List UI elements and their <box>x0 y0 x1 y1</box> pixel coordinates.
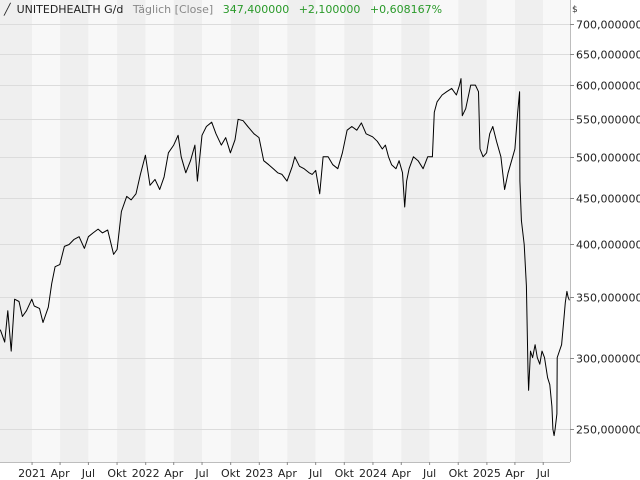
x-tick-label: 2025 <box>473 467 501 480</box>
y-tick-label: 350,000000 <box>576 292 640 305</box>
x-tick-label: Okt <box>221 467 241 480</box>
chart-header: ╱ UNITEDHEALTH G/d Täglich [Close] 347,40… <box>4 3 448 16</box>
quarter-band <box>287 0 316 462</box>
y-tick-label: 550,000000 <box>576 114 640 127</box>
x-tick-label: 2021 <box>18 467 46 480</box>
quarter-band <box>173 0 203 462</box>
x-tick-label: Apr <box>51 467 71 480</box>
x-tick-label: Okt <box>107 467 127 480</box>
line-chart-icon: ╱ <box>4 3 11 16</box>
quarter-band <box>429 0 459 462</box>
mode-label: Täglich [Close] <box>132 3 214 16</box>
x-tick-label: Apr <box>505 467 525 480</box>
y-tick-label: 450,000000 <box>576 193 640 206</box>
y-axis-ticks: 250,000000 300,000000 350,000000 400,000000… <box>570 19 640 437</box>
x-tick-label: Jul <box>308 467 322 480</box>
x-tick-label: Jul <box>536 467 550 480</box>
quarter-band <box>344 0 373 462</box>
last-price: 347,400000 <box>222 3 290 16</box>
symbol-label: UNITEDHEALTH G/d <box>16 3 124 16</box>
y-tick-label: 400,000000 <box>576 239 640 252</box>
quarter-band <box>117 0 146 462</box>
quarter-band <box>514 0 544 462</box>
y-tick-label: 250,000000 <box>576 424 640 437</box>
quarter-band <box>372 0 402 462</box>
x-tick-label: Jul <box>422 467 436 480</box>
x-tick-label: Jul <box>194 467 208 480</box>
currency-label: $ <box>572 5 578 15</box>
quarter-band <box>145 0 174 462</box>
quarter-band <box>458 0 487 462</box>
x-tick-label: Apr <box>278 467 298 480</box>
x-tick-label: Okt <box>335 467 355 480</box>
quarter-band <box>88 0 118 462</box>
quarter-band <box>401 0 430 462</box>
y-tick-label: 650,000000 <box>576 49 640 62</box>
price-line <box>0 78 570 437</box>
x-tick-label: Apr <box>392 467 412 480</box>
quarter-band <box>315 0 345 462</box>
quarter-bands <box>0 0 544 462</box>
quarter-band <box>486 0 515 462</box>
y-tick-label: 500,000000 <box>576 152 640 165</box>
y-tick-label: 600,000000 <box>576 80 640 93</box>
quarter-band <box>32 0 61 462</box>
x-tick-label: 2022 <box>132 467 160 480</box>
quarter-band <box>0 0 33 462</box>
quarter-band <box>60 0 89 462</box>
x-axis-ticks: 2021 Apr Jul Okt 2022 Apr Jul Okt 2023 Apr Jul Okt 2… <box>18 462 550 480</box>
y-tick-label: 300,000000 <box>576 353 640 366</box>
price-change-pct: +0,608167% <box>369 3 443 16</box>
quarter-band <box>259 0 288 462</box>
x-tick-label: 2024 <box>359 467 387 480</box>
quarter-band <box>202 0 231 462</box>
y-tick-label: 700,000000 <box>576 19 640 32</box>
quarter-band <box>230 0 260 462</box>
x-tick-label: Jul <box>81 467 95 480</box>
x-tick-label: Okt <box>449 467 469 480</box>
x-tick-label: 2023 <box>245 467 273 480</box>
x-tick-label: Apr <box>164 467 184 480</box>
price-change: +2,100000 <box>298 3 361 16</box>
